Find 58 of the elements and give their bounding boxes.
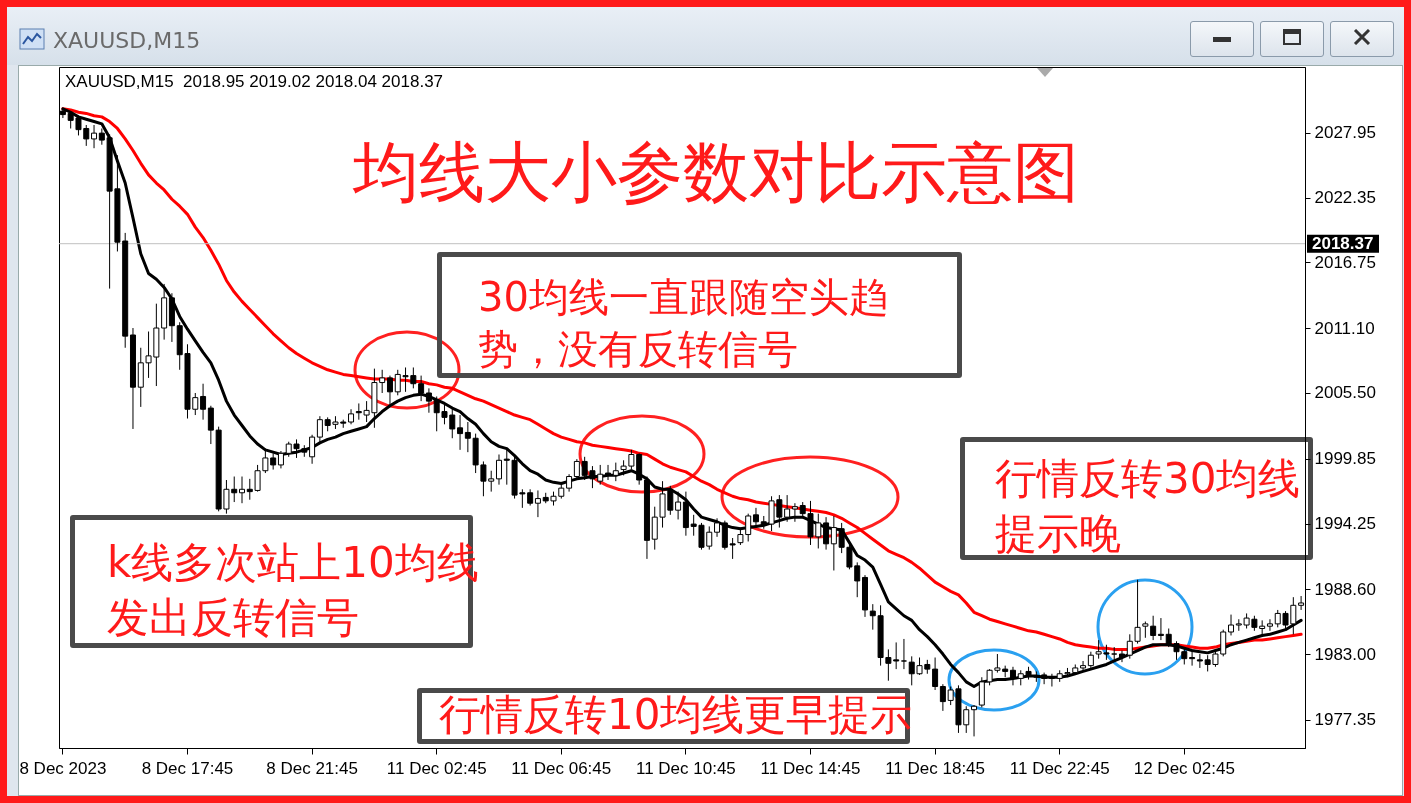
candlestick — [495, 453, 502, 486]
candlestick — [457, 414, 464, 451]
x-tick-label: 11 Dec 14:45 — [760, 758, 861, 778]
text: XAUUSD,M15 — [53, 28, 201, 53]
x-tick-label: 11 Dec 02:45 — [386, 758, 487, 778]
candlestick — [714, 517, 721, 538]
candlestick — [309, 434, 316, 465]
x-tick-label: 11 Dec 10:45 — [635, 758, 736, 778]
x-tick-label: 11 Dec 18:45 — [885, 758, 986, 778]
candlestick — [823, 516, 830, 551]
candlestick — [1228, 614, 1235, 636]
candlestick — [418, 375, 425, 402]
candlestick — [316, 415, 323, 444]
candlestick — [971, 704, 978, 737]
candlestick — [239, 476, 246, 504]
y-tick-label: 1988.60 — [1314, 579, 1376, 599]
x-tick-label: 11 Dec 22:45 — [1009, 758, 1110, 778]
x-tick-label: 8 Dec 17:45 — [141, 758, 234, 778]
candlestick — [1189, 651, 1196, 667]
y-tick-label: 2016.75 — [1314, 252, 1376, 272]
candlestick — [752, 507, 759, 526]
candlestick — [1196, 653, 1203, 669]
candlestick — [675, 491, 682, 520]
y-tick-label: 2011.10 — [1314, 318, 1375, 338]
text: 均线大小参数对比示意图 — [353, 134, 1079, 211]
candlestick — [200, 383, 207, 421]
candlestick — [605, 464, 612, 481]
x-tick-label: 8 Dec 2023 — [19, 758, 107, 778]
candlestick — [386, 375, 393, 406]
y-tick-label: 1999.85 — [1314, 449, 1376, 469]
y-tick-label: 1994.25 — [1314, 514, 1376, 534]
x-tick-label: 8 Dec 21:45 — [266, 758, 358, 778]
ref-line-label: 2018.37 — [1312, 233, 1374, 253]
candlestick — [939, 683, 946, 712]
x-tick-label: 11 Dec 06:45 — [511, 758, 612, 778]
candlestick — [900, 638, 907, 670]
y-tick-label: 1977.35 — [1314, 710, 1376, 730]
x-tick-label: 12 Dec 02:45 — [1133, 758, 1235, 778]
chart-subtitle: XAUUSD,M15 2018.95 2019.02 2018.04 2018.37 — [65, 72, 444, 92]
annotation: 行情反转30均线提示晚 — [995, 453, 1302, 560]
candlestick — [534, 489, 541, 518]
annotation: 30均线一直跟随空头趋势，没有反转信号 — [478, 273, 890, 374]
y-tick-label: 1983.00 — [1314, 644, 1376, 664]
candlestick — [1080, 660, 1087, 671]
candlestick — [784, 494, 791, 523]
candlestick — [1266, 618, 1273, 632]
candlestick — [1118, 650, 1125, 663]
candlestick — [573, 458, 580, 481]
y-tick-label: 2027.95 — [1314, 123, 1376, 143]
candlestick — [1041, 672, 1048, 685]
y-tick-label: 2005.50 — [1314, 383, 1376, 403]
candlestick — [1157, 617, 1164, 641]
candlestick — [612, 462, 619, 482]
candlestick — [932, 657, 939, 691]
candlestick — [791, 502, 798, 523]
candlestick — [91, 124, 98, 149]
candlestick — [425, 387, 432, 414]
y-tick-label: 2022.35 — [1314, 188, 1376, 208]
